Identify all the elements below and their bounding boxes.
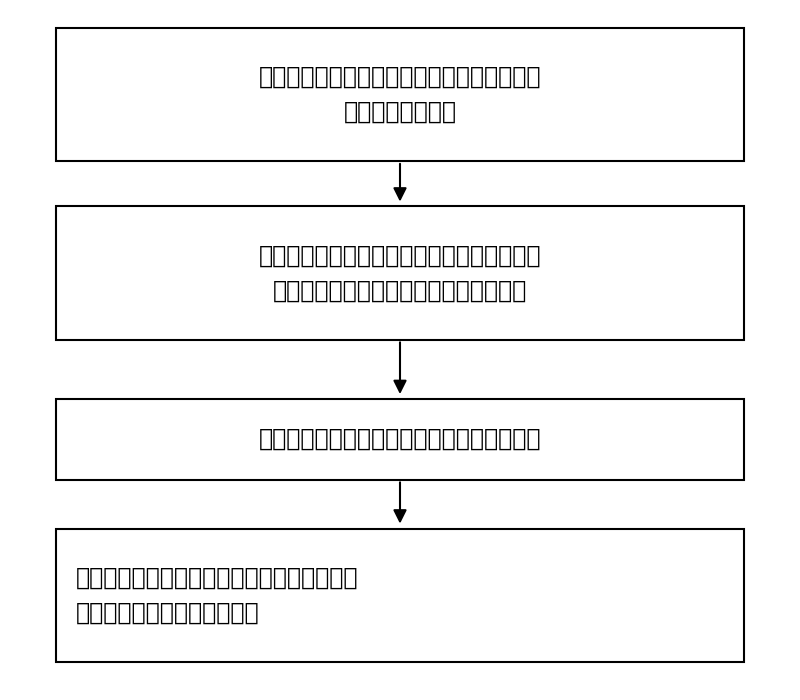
Text: 除去起始氧化硅层，在单晶硅衬底上依次生长: 除去起始氧化硅层，在单晶硅衬底上依次生长	[258, 244, 542, 267]
Text: 基区的缓冲硅外延层，锗硅层和单晶硅层: 基区的缓冲硅外延层，锗硅层和单晶硅层	[273, 279, 527, 302]
Text: 在单晶硅衬底上淀积一层起始氧化硅层，进行: 在单晶硅衬底上淀积一层起始氧化硅层，进行	[258, 65, 542, 89]
Bar	[56, 206, 744, 340]
Bar	[56, 28, 744, 161]
Text: 硅层，再对多晶硅层进行刻蚀: 硅层，再对多晶硅层进行刻蚀	[76, 601, 260, 624]
Text: 在硅片表面上形成发射区的侧墙，再淀积多晶: 在硅片表面上形成发射区的侧墙，再淀积多晶	[76, 566, 358, 589]
Bar	[56, 399, 744, 480]
Bar	[56, 528, 744, 662]
Text: 收集区的离子注入: 收集区的离子注入	[343, 100, 457, 124]
Text: 对基区的锗硅层进行二氟化硼元素的离子注入: 对基区的锗硅层进行二氟化硼元素的离子注入	[258, 427, 542, 452]
